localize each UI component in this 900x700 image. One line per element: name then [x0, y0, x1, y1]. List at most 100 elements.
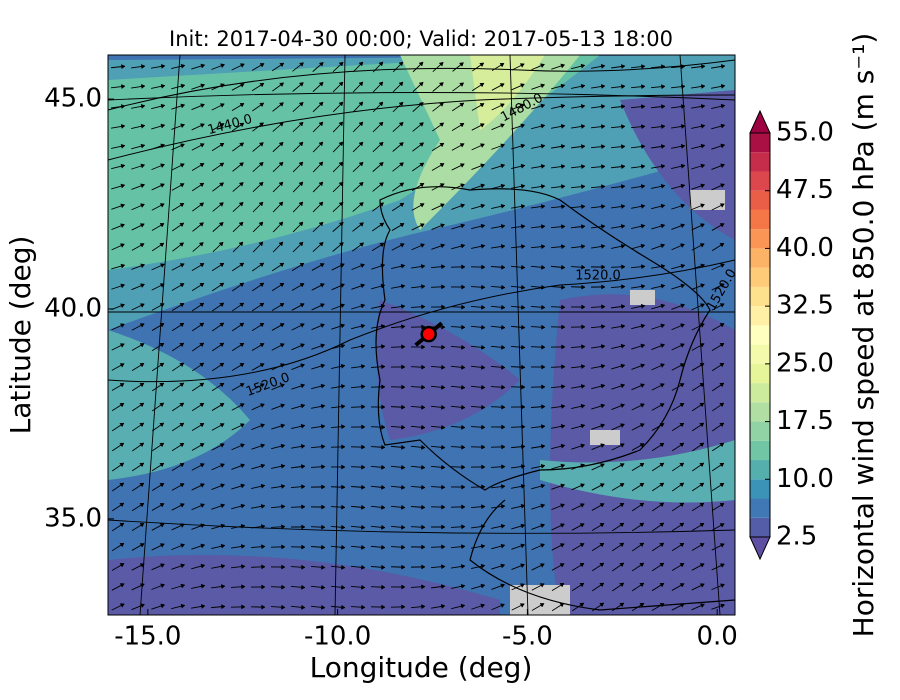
wind-arrow-head [560, 123, 566, 129]
wind-arrow-head [401, 344, 406, 350]
wind-arrow-head [219, 342, 225, 348]
wind-arrow-head [459, 102, 465, 108]
wind-arrow-head [259, 82, 265, 88]
wind-arrow-head [199, 423, 205, 428]
wind-arrow-head [559, 563, 565, 568]
wind-arrow-head [581, 264, 586, 270]
wind-arrow-head [200, 603, 206, 609]
wind-arrow-head [700, 64, 706, 70]
colorbar-extend-min [749, 536, 771, 561]
wind-arrow-head [338, 121, 344, 127]
wind-arrow-head [580, 403, 586, 409]
wind-arrow-head [260, 423, 265, 429]
wind-arrow-head [361, 464, 366, 470]
wind-arrow-head [599, 562, 605, 568]
wind-arrow-head [461, 304, 466, 310]
wind-arrow-head [218, 241, 224, 247]
wind-arrow-head [139, 402, 145, 408]
wind-arrow-head [258, 201, 264, 207]
wind-arrow-head [441, 524, 446, 530]
wind-arrow-head [278, 201, 284, 207]
wind-arrow-head [119, 482, 125, 488]
wind-arrow-head [600, 244, 606, 249]
wind-arrow-head [541, 344, 546, 350]
wind-arrow-head [140, 263, 146, 269]
wind-arrow-head [679, 403, 685, 408]
colorbar-band [750, 325, 770, 345]
wind-arrow-head [140, 123, 146, 129]
wind-arrow-head [298, 161, 304, 167]
wind-arrow-head [120, 84, 126, 90]
wind-arrow-head [401, 484, 406, 490]
wind-arrow-head [301, 584, 306, 590]
wind-arrow-head [301, 544, 306, 550]
wind-arrow-head [180, 103, 186, 109]
wind-arrow-head [661, 104, 666, 110]
wind-arrow-head [541, 384, 546, 390]
wind-arrow-head [559, 543, 565, 548]
wind-arrow-head [378, 121, 384, 127]
wind-arrow-head [119, 502, 125, 508]
wind-arrow-head [719, 422, 725, 428]
wind-arrow-head [719, 203, 725, 208]
wind-arrow-head [440, 223, 445, 229]
wind-arrow-head [139, 243, 145, 248]
wind-arrow-head [700, 183, 706, 189]
wind-arrow-head [521, 304, 526, 310]
wind-arrow-head [258, 142, 264, 147]
wind-arrow-head [520, 523, 526, 529]
wind-arrow-head [699, 422, 705, 428]
wind-arrow-head [259, 122, 264, 127]
wind-arrow-head [620, 184, 626, 190]
wind-arrow-head [219, 443, 225, 448]
wind-arrow-head [639, 482, 645, 488]
wind-arrow-head [581, 164, 586, 170]
y-tick-label: 45.0 [44, 84, 102, 114]
wind-arrow-head [139, 523, 145, 528]
wind-arrow-head [139, 363, 145, 368]
wind-arrow-head [401, 364, 406, 370]
wind-arrow-head [560, 443, 566, 449]
colorbar-band [750, 479, 770, 499]
wind-arrow-head [400, 283, 406, 289]
wind-arrow-head [700, 283, 705, 289]
colorbar-band [750, 190, 770, 210]
wind-arrow-head [640, 243, 646, 249]
wind-arrow-head [579, 563, 585, 568]
wind-arrow-head [318, 101, 324, 107]
wind-arrow-head [619, 522, 625, 528]
wind-arrow-head [520, 103, 525, 109]
wind-arrow-head [441, 564, 446, 570]
wind-arrow-head [460, 203, 466, 209]
wind-arrow-head [659, 502, 665, 508]
wind-arrow-head [318, 221, 324, 227]
wind-arrow-head [601, 144, 606, 150]
wind-arrow-head [358, 161, 364, 167]
wind-arrow-head [719, 462, 725, 468]
wind-arrow-head [298, 241, 304, 247]
wind-arrow-head [219, 423, 225, 428]
wind-arrow-head [159, 283, 165, 288]
wind-arrow-head [378, 141, 384, 147]
wind-arrow-head [500, 563, 506, 569]
wind-arrow-head [499, 63, 505, 68]
wind-arrow-head [380, 303, 386, 309]
wind-arrow-head [301, 604, 306, 610]
wind-arrow-head [358, 101, 364, 107]
wind-arrow-head [561, 264, 566, 270]
wind-arrow-head [438, 61, 444, 67]
wind-arrow-head [338, 222, 344, 227]
wind-arrow-head [361, 544, 366, 550]
wind-arrow-head [279, 343, 285, 348]
wind-arrow-head [699, 383, 705, 388]
wind-arrow-head [500, 203, 506, 209]
wind-arrow-head [358, 81, 364, 87]
wind-arrow-head [719, 362, 725, 368]
wind-arrow-head [461, 284, 466, 290]
wind-arrow-head [381, 444, 386, 450]
wind-arrow-head [159, 323, 165, 328]
wind-arrow-head [461, 484, 466, 490]
wind-arrow-head [541, 224, 546, 230]
wind-arrow-head [500, 183, 506, 189]
wind-arrow-head [501, 304, 506, 310]
